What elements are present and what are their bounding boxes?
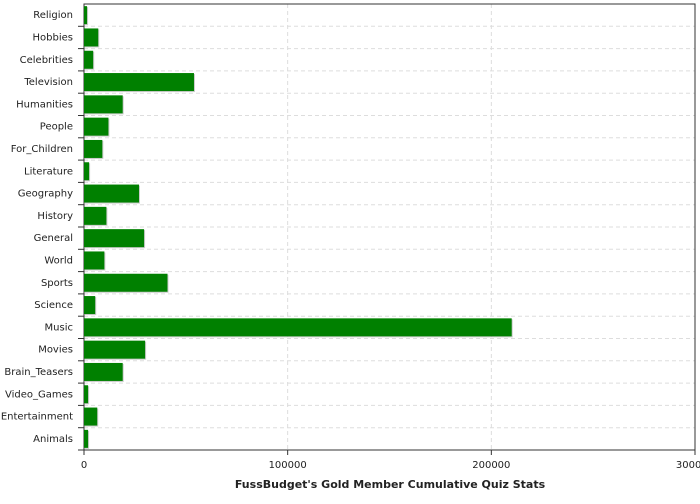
y-tick-label: World — [44, 255, 73, 266]
y-tick-label: Television — [23, 77, 73, 88]
y-tick-label: Humanities — [16, 99, 73, 110]
x-tick-label: 200000 — [472, 460, 510, 471]
bar — [84, 251, 105, 270]
x-tick-label: 100000 — [269, 460, 307, 471]
y-tick-label: Religion — [33, 10, 73, 21]
bar — [84, 95, 123, 114]
y-tick-label: Entertainment — [1, 412, 73, 423]
bar — [84, 28, 99, 47]
y-tick-label: Geography — [18, 189, 73, 200]
y-tick-label: Brain_Teasers — [4, 367, 73, 378]
bar — [84, 273, 168, 292]
y-tick-label: Movies — [38, 345, 73, 356]
y-tick-label: Science — [34, 300, 73, 311]
bar — [84, 206, 107, 225]
y-tick-label: Sports — [41, 278, 73, 289]
bar — [84, 6, 88, 25]
y-tick-label: Animals — [33, 434, 73, 445]
bar — [84, 117, 109, 136]
x-tick-label: 300000 — [676, 460, 700, 471]
y-tick-label: Celebrities — [20, 55, 73, 66]
y-tick-label: History — [37, 211, 73, 222]
bar — [84, 385, 89, 404]
y-tick-label: Music — [45, 322, 73, 333]
bar — [84, 50, 94, 69]
y-tick-label: Video_Games — [5, 389, 73, 400]
y-tick-label: Hobbies — [33, 32, 73, 43]
chart-title: FussBudget's Gold Member Cumulative Quiz… — [235, 478, 546, 491]
bar — [84, 229, 145, 248]
bar — [84, 340, 146, 359]
bar — [84, 139, 103, 158]
bar — [84, 318, 512, 337]
y-tick-label: For_Children — [11, 144, 73, 155]
x-tick-label: 0 — [81, 460, 87, 471]
bar — [84, 296, 96, 315]
bar — [84, 73, 194, 92]
bar — [84, 429, 89, 448]
bar — [84, 362, 123, 381]
y-tick-label: General — [34, 233, 73, 244]
bar — [84, 162, 90, 181]
bar — [84, 407, 98, 426]
y-tick-label: Literature — [24, 166, 73, 177]
bar — [84, 184, 139, 203]
y-tick-label: People — [40, 122, 73, 133]
